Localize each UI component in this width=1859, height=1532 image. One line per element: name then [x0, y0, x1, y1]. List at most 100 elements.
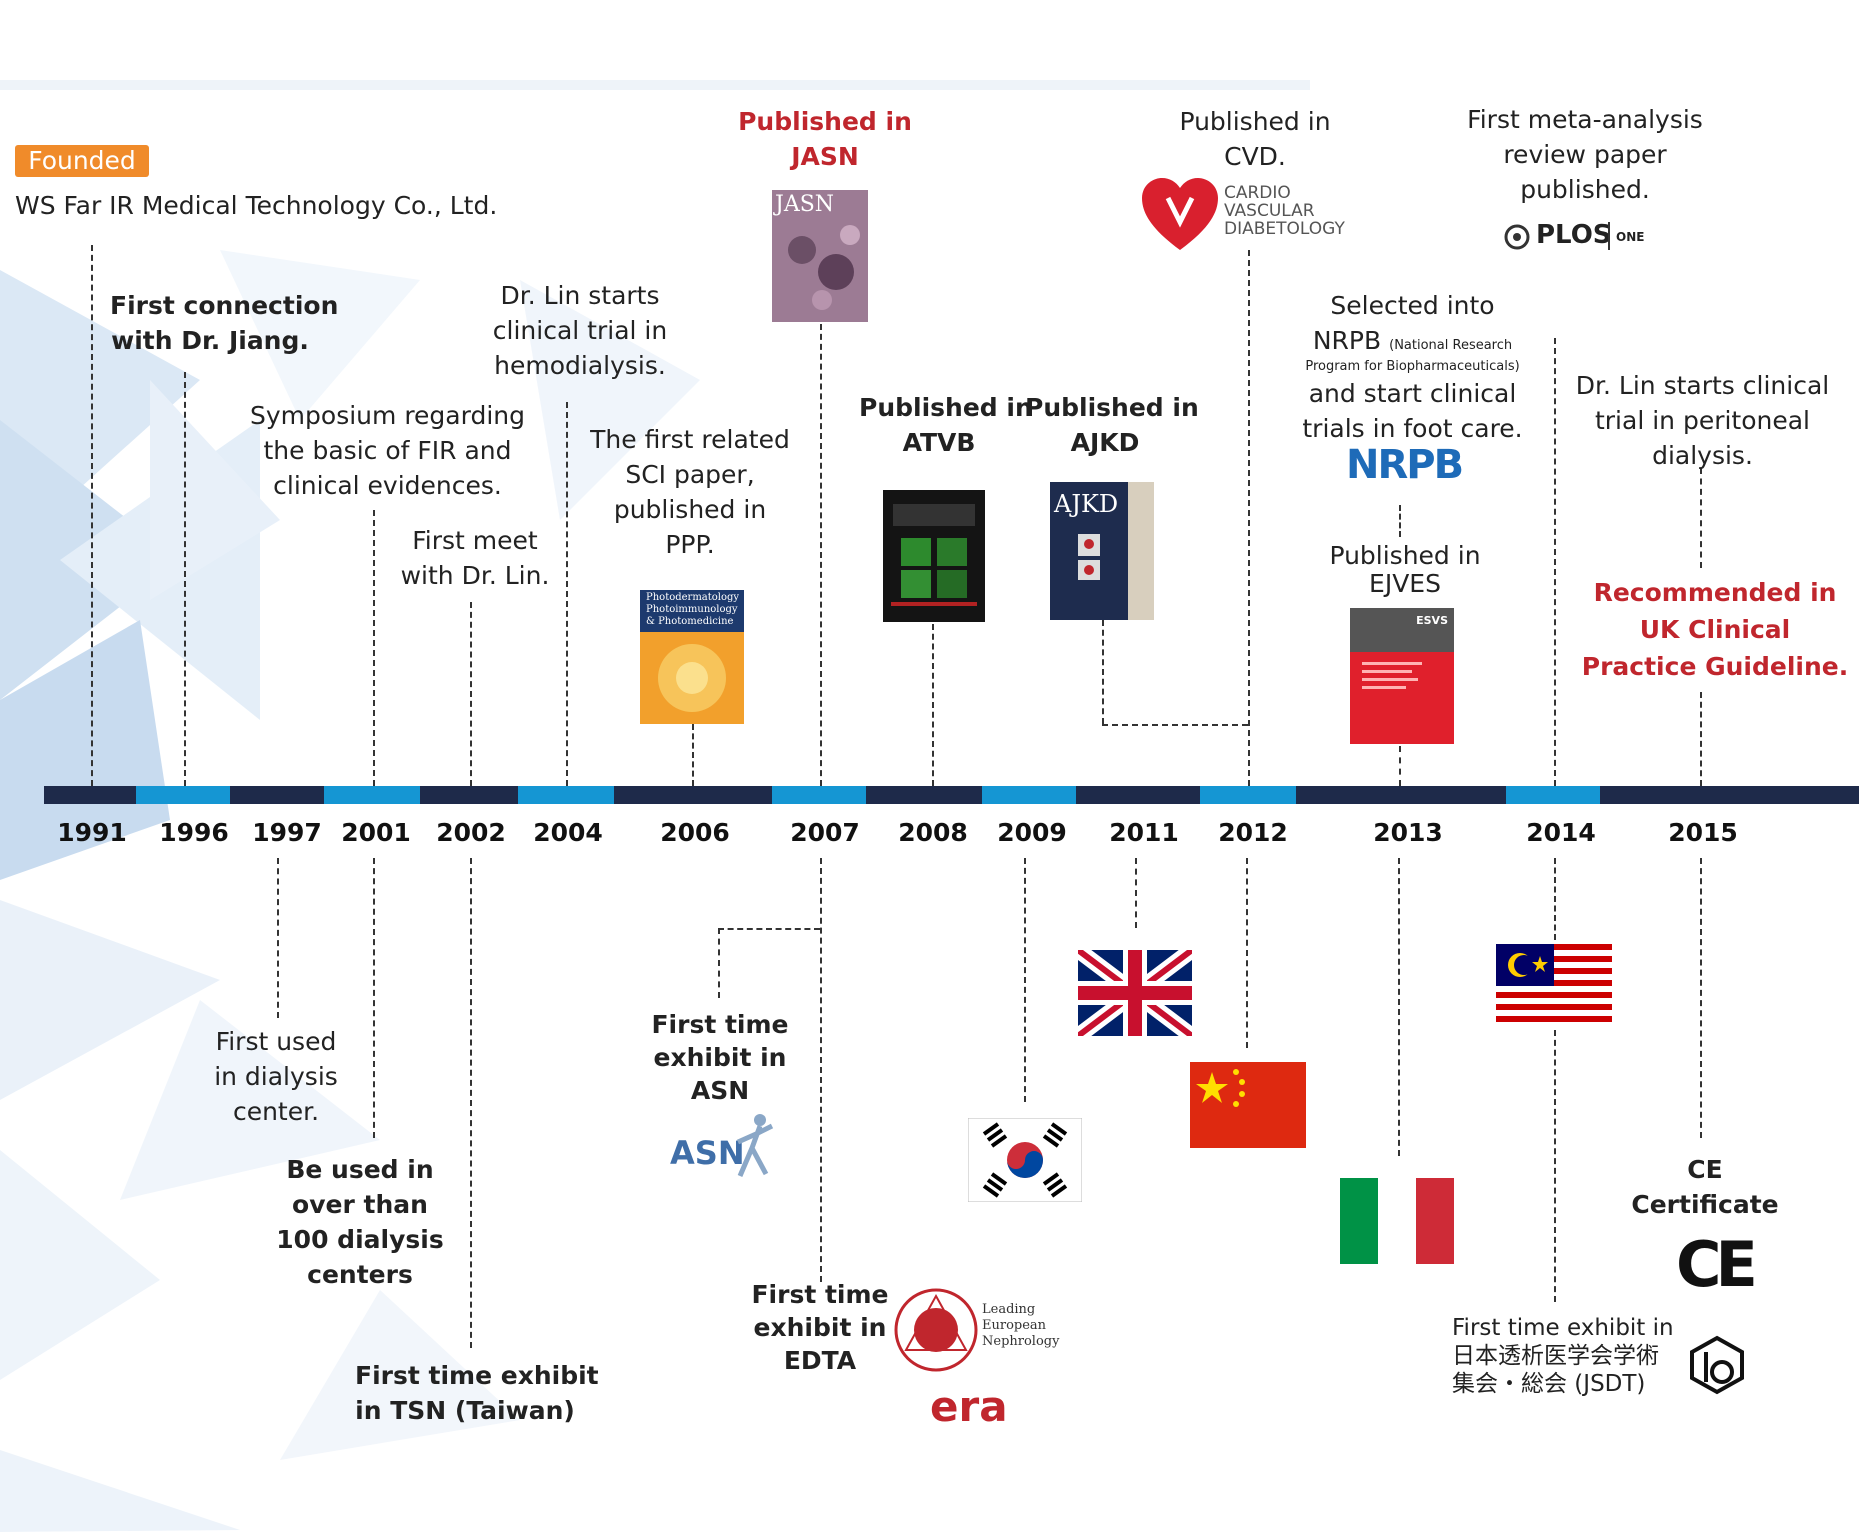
- year-label: 1991: [57, 818, 127, 847]
- timeline-segment-2004: [518, 786, 614, 804]
- event-2006-bottom: First time exhibit in ASN: [651, 1010, 789, 1105]
- connector: [692, 724, 694, 786]
- event-2001-bottom: Be used in over than 100 dialysis centers: [276, 1155, 444, 1289]
- event-2013-nrpb: Selected into NRPB (National Research Pr…: [1302, 291, 1523, 443]
- heart-icon: [1142, 178, 1218, 250]
- connector: [1554, 1030, 1556, 1302]
- plos-icon: [1504, 224, 1530, 250]
- ppp-cover: Photodermatology Photoimmunology & Photo…: [640, 590, 744, 724]
- connector: [1102, 620, 1104, 724]
- uk-flag-icon: [1078, 950, 1192, 1036]
- connector: [718, 928, 820, 930]
- timeline-segment-1997: [230, 786, 324, 804]
- plos-logo-sub: ONE: [1616, 230, 1645, 244]
- nrpb-logo: NRPB: [1346, 442, 1464, 488]
- connector: [1246, 858, 1248, 1048]
- jsdt-logo-icon: [1690, 1335, 1744, 1395]
- year-label: 2002: [436, 818, 506, 847]
- event-2002-top: First meet with Dr. Lin.: [400, 526, 550, 590]
- company-name: WS Far IR Medical Technology Co., Ltd.: [15, 191, 498, 220]
- year-label: 1996: [159, 818, 229, 847]
- cvd-logo-text: CARDIO VASCULAR DIABETOLOGY: [1224, 183, 1345, 239]
- plos-divider: [1608, 222, 1610, 250]
- connector: [1248, 250, 1250, 786]
- ajkd-title: AJKD: [1054, 490, 1119, 518]
- ppp-title-3: & Photomedicine: [646, 616, 734, 627]
- event-2004-top: Dr. Lin starts clinical trial in hemodialy…: [492, 281, 668, 380]
- ppp-title-1: Photodermatology: [646, 592, 740, 603]
- timeline-segment-1996: [136, 786, 230, 804]
- malaysia-flag-icon: [1496, 944, 1612, 1028]
- event-2002-bottom: First time exhibit in TSN (Taiwan): [355, 1361, 599, 1425]
- connector: [1554, 858, 1556, 940]
- event-2007-bottom: First time exhibit in EDTA: [751, 1280, 889, 1375]
- year-label: 2015: [1668, 818, 1738, 847]
- timeline-segment-2013: [1296, 786, 1506, 804]
- event-1996: First connection with Dr. Jiang.: [110, 291, 339, 355]
- era-edta-tagline: Leading European Nephrology: [982, 1302, 1060, 1349]
- event-2015-bottom: CE Certificate: [1631, 1155, 1779, 1219]
- era-edta-seal-icon: [894, 1288, 978, 1372]
- timeline-segment-2007: [772, 786, 866, 804]
- event-1997: First used in dialysis center.: [214, 1027, 338, 1126]
- event-2013-ejves: Published in EJVES: [1329, 541, 1481, 598]
- connector: [820, 858, 822, 1282]
- connector: [1554, 338, 1556, 786]
- figure-icon: [736, 1114, 774, 1177]
- connector: [1102, 724, 1248, 726]
- connector: [1399, 505, 1401, 537]
- ejves-logo-text: ESVS: [1416, 614, 1448, 627]
- china-flag-icon: [1190, 1062, 1306, 1148]
- asn-logo: ASN: [670, 1134, 745, 1172]
- jasn-cover: JASN: [772, 190, 868, 322]
- timeline-segment-2015: [1600, 786, 1859, 804]
- year-label: 2007: [790, 818, 860, 847]
- plos-logo-text: PLOS: [1536, 220, 1612, 250]
- connector: [1398, 858, 1400, 1156]
- connector: [470, 602, 472, 786]
- event-2015-top: Recommended in UK Clinical Practice Guidel…: [1581, 578, 1849, 681]
- year-label: 2008: [898, 818, 968, 847]
- timeline-segment-2006: [614, 786, 772, 804]
- connector: [373, 510, 375, 786]
- italy-flag-icon: [1340, 1178, 1454, 1264]
- timeline-segment-2014: [1506, 786, 1600, 804]
- event-2014-bottom: First time exhibit in 日本透析医学会学術 集会・総会 (JSD…: [1452, 1315, 1674, 1397]
- ppp-title-2: Photoimmunology: [646, 604, 738, 615]
- founded-badge: Founded: [15, 145, 149, 177]
- year-label: 2006: [660, 818, 730, 847]
- year-label: 2004: [533, 818, 603, 847]
- connector: [91, 245, 93, 786]
- event-2006-top: The first related SCI paper, published in P…: [590, 425, 790, 559]
- year-label: 2013: [1373, 818, 1443, 847]
- event-2008-top: Published in ATVB: [859, 393, 1033, 457]
- connector: [277, 858, 279, 1018]
- event-2012-top: Published in CVD.: [1179, 107, 1331, 171]
- atvb-cover: [883, 490, 985, 622]
- timeline-segment-2002: [420, 786, 518, 804]
- timeline-segment-2009: [982, 786, 1076, 804]
- connector: [184, 372, 186, 786]
- connector: [1700, 692, 1702, 786]
- connector: [1399, 746, 1401, 786]
- event-2014-pd: Dr. Lin starts clinical trial in peritone…: [1575, 371, 1830, 470]
- timeline-segment-2008: [866, 786, 982, 804]
- timeline-segment-2001: [324, 786, 420, 804]
- connector: [373, 858, 375, 1138]
- year-label: 1997: [252, 818, 322, 847]
- ce-mark: CE: [1676, 1228, 1758, 1301]
- timeline-segment-2011: [1076, 786, 1200, 804]
- connector: [932, 624, 934, 786]
- connector: [1135, 858, 1137, 928]
- year-label: 2011: [1109, 818, 1179, 847]
- connector: [1700, 858, 1702, 1138]
- year-label: 2001: [341, 818, 411, 847]
- event-2014-meta: First meta-analysis review paper published…: [1467, 105, 1703, 204]
- event-2009-top: Published in AJKD: [1025, 393, 1199, 457]
- jasn-title: JASN: [775, 192, 835, 217]
- timeline-segment-2012: [1200, 786, 1296, 804]
- connector: [1024, 858, 1026, 1102]
- year-label: 2012: [1218, 818, 1288, 847]
- timeline-segment-1991: [44, 786, 136, 804]
- ajkd-cover: AJKD: [1050, 482, 1154, 620]
